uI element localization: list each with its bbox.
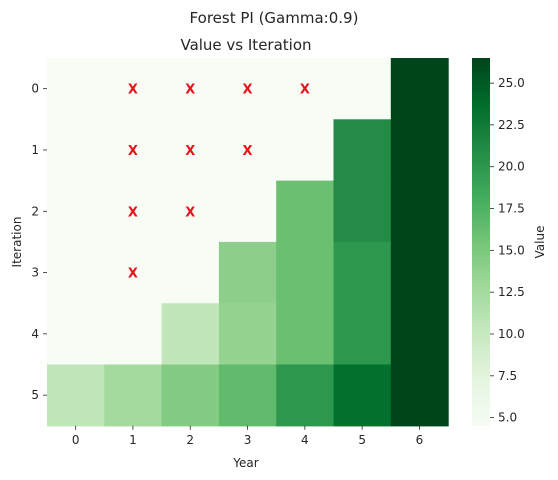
heatmap-cell-r5-c2 — [161, 364, 220, 427]
cell-marker-x: X — [300, 83, 310, 98]
heatmap-cell-r4-c1 — [104, 303, 163, 366]
colorbar-tick-label: 17.5 — [498, 202, 525, 216]
heatmap-cell-r5-c0 — [47, 364, 105, 427]
heatmap-cell-r3-c3 — [218, 241, 277, 304]
x-axis-label: Year — [232, 456, 258, 470]
cell-marker-x: X — [243, 83, 253, 98]
cell-marker-x: X — [185, 205, 195, 220]
cell-marker-x: X — [128, 205, 138, 220]
heatmap-cell-r0-c6 — [390, 58, 449, 120]
heatmap-cell-r3-c6 — [390, 241, 449, 304]
heatmap-cell-r1-c1 — [104, 119, 163, 182]
heatmap-cell-r5-c1 — [104, 364, 163, 427]
y-tick-label: 5 — [31, 388, 39, 402]
x-tick-label: 0 — [72, 433, 80, 447]
colorbar-label: Value — [533, 226, 547, 259]
y-axis-label: Iteration — [10, 217, 24, 268]
y-tick-label: 0 — [31, 82, 39, 96]
heatmap-cell-r2-c3 — [218, 180, 277, 243]
heatmap-cell-r1-c3 — [218, 119, 277, 182]
heatmap-cell-r3-c5 — [333, 241, 392, 304]
cell-marker-x: X — [128, 83, 138, 98]
heatmap-cell-r5-c4 — [276, 364, 335, 427]
figure-title: Forest PI (Gamma:0.9) — [190, 9, 359, 27]
heatmap-cell-r2-c1 — [104, 180, 163, 243]
colorbar-tick-label: 12.5 — [498, 285, 525, 299]
cell-marker-x: X — [185, 83, 195, 98]
heatmap-cell-r0-c4 — [276, 58, 335, 120]
colorbar-tick-label: 20.0 — [498, 160, 525, 174]
heatmap-cell-r1-c6 — [390, 119, 449, 182]
colorbar-tick-label: 25.0 — [498, 76, 525, 90]
colorbar-tick-label: 15.0 — [498, 243, 525, 257]
colorbar-ticks: 5.0 7.5 10.0 12.5 15.0 17.5 20.0 22.5 25.0 — [490, 76, 525, 425]
y-tick-label: 1 — [31, 143, 39, 157]
x-tick-label: 6 — [416, 433, 424, 447]
heatmap-cell-r2-c5 — [333, 180, 392, 243]
x-tick-label: 2 — [186, 433, 194, 447]
heatmap-cell-r4-c4 — [276, 303, 335, 366]
heatmap-cell-r5-c5 — [333, 364, 392, 427]
heatmap-cell-r2-c4 — [276, 180, 335, 243]
x-tick-label: 3 — [244, 433, 252, 447]
heatmap-cell-r4-c0 — [47, 303, 105, 366]
heatmap-cell-r0-c5 — [333, 58, 392, 120]
cell-marker-x: X — [185, 144, 195, 159]
heatmap-cells — [47, 58, 449, 427]
heatmap-cell-r2-c2 — [161, 180, 220, 243]
colorbar — [472, 58, 490, 426]
heatmap-cell-r1-c4 — [276, 119, 335, 182]
x-tick-label: 5 — [358, 433, 366, 447]
heatmap-cell-r3-c2 — [161, 241, 220, 304]
heatmap-cell-r1-c5 — [333, 119, 392, 182]
cell-marker-x: X — [243, 144, 253, 159]
heatmap-cell-r1-c0 — [47, 119, 105, 182]
heatmap-cell-r3-c4 — [276, 241, 335, 304]
heatmap-cell-r4-c2 — [161, 303, 220, 366]
colorbar-tick-label: 7.5 — [498, 369, 517, 383]
heatmap-cell-r2-c0 — [47, 180, 105, 243]
x-axis: 0 1 2 3 4 5 6 — [72, 425, 424, 447]
heatmap-cell-r0-c0 — [47, 58, 105, 120]
colorbar-tick-label: 5.0 — [498, 411, 517, 425]
heatmap-cell-r0-c1 — [104, 58, 163, 120]
heatmap-cell-r3-c1 — [104, 241, 163, 304]
chart-title: Value vs Iteration — [180, 36, 311, 54]
heatmap-cell-r2-c6 — [390, 180, 449, 243]
y-tick-label: 3 — [31, 266, 39, 280]
y-tick-label: 2 — [31, 204, 39, 218]
heatmap-cell-r1-c2 — [161, 119, 220, 182]
y-tick-label: 4 — [31, 327, 39, 341]
y-axis: 0 1 2 3 4 5 — [31, 82, 47, 402]
heatmap-cell-r0-c3 — [218, 58, 277, 120]
heatmap-cell-r5-c3 — [218, 364, 277, 427]
heatmap-cell-r3-c0 — [47, 241, 105, 304]
heatmap-cell-r4-c5 — [333, 303, 392, 366]
x-tick-label: 1 — [129, 433, 137, 447]
heatmap-cell-r4-c3 — [218, 303, 277, 366]
heatmap-cell-r4-c6 — [390, 303, 449, 366]
cell-marker-x: X — [128, 144, 138, 159]
heatmap-markers: X X X X X X X X X X — [128, 83, 310, 282]
cell-marker-x: X — [128, 267, 138, 282]
colorbar-tick-label: 22.5 — [498, 118, 525, 132]
colorbar-tick-label: 10.0 — [498, 327, 525, 341]
heatmap-cell-r5-c6 — [390, 364, 449, 427]
x-tick-label: 4 — [301, 433, 309, 447]
heatmap-cell-r0-c2 — [161, 58, 220, 120]
